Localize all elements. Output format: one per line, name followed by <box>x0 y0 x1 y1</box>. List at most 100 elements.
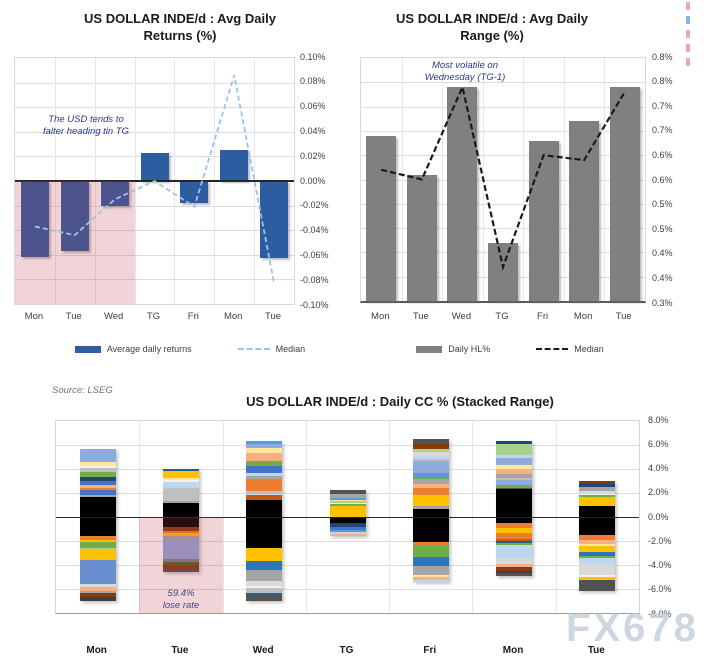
stack-segment <box>579 497 616 507</box>
bar-swatch-icon <box>74 345 101 353</box>
stack-segment <box>412 455 449 459</box>
returns-annotation-line2: falter heading tin TG <box>42 126 130 137</box>
stack-segment <box>246 460 283 466</box>
range-y-tick-label: 0.5% <box>652 199 673 210</box>
dashed-line-swatch-icon <box>237 348 270 350</box>
stack-segment <box>162 565 199 569</box>
stack-segment <box>246 453 283 461</box>
returns-plot-area <box>14 57 295 305</box>
returns-y-tick-label: 0.00% <box>300 175 326 186</box>
stack-segment <box>579 517 616 535</box>
gridline-h <box>361 130 645 132</box>
stack-segment <box>412 473 449 478</box>
returns-x-tick-label: Fri <box>187 311 199 322</box>
stack-segment <box>79 590 116 593</box>
stack-segment <box>162 480 199 483</box>
range-y-tick-label: 0.7% <box>652 125 673 136</box>
stacked-y-tick-label: 8.0% <box>648 414 669 425</box>
stack-segment <box>162 487 199 501</box>
stacked-y-tick-label: 6.0% <box>648 438 669 449</box>
range-annotation-line2: Wednesday (TG-1) <box>424 72 506 83</box>
edge-artifact-mark <box>686 16 690 24</box>
zero-axis-line <box>56 516 639 518</box>
stack-segment <box>246 441 283 445</box>
stack-segment <box>246 548 283 562</box>
stack-segment <box>579 506 616 517</box>
stack-segment <box>579 484 616 487</box>
stack-segment <box>329 517 366 523</box>
stacked-x-tick-label: Tue <box>171 645 189 656</box>
daily-hl-bar <box>569 121 600 301</box>
stack-segment <box>329 532 366 534</box>
stack-segment <box>329 526 366 530</box>
stack-segment <box>246 465 283 473</box>
stack-segment <box>412 506 449 509</box>
stack-segment <box>162 538 199 559</box>
stack-segment <box>412 439 449 445</box>
stack-segment <box>579 539 616 544</box>
stack-segment <box>79 596 116 601</box>
stack-segment <box>329 503 366 505</box>
stacked-bar <box>246 441 283 601</box>
stack-segment <box>79 448 116 463</box>
stack-segment <box>162 568 199 573</box>
range-y-tick-label: 0.4% <box>652 248 673 259</box>
legend-label: Median <box>574 344 604 354</box>
stack-segment <box>412 444 449 449</box>
stack-segment <box>79 462 116 466</box>
stacked-x-tick-label: TG <box>339 645 354 656</box>
stack-segment <box>79 549 116 561</box>
stack-segment <box>496 480 533 486</box>
stack-segment <box>162 500 199 503</box>
returns-x-tick-label: Mon <box>24 311 44 322</box>
gridline-h <box>361 228 645 230</box>
stack-segment <box>162 530 199 534</box>
stack-segment <box>246 499 283 517</box>
stack-segment <box>496 543 533 546</box>
stack-segment <box>496 516 533 523</box>
stack-segment <box>412 577 449 580</box>
stack-segment <box>579 577 616 580</box>
stacked-y-tick-label: -8.0% <box>648 608 672 619</box>
bar-swatch-icon <box>416 345 443 353</box>
stack-segment <box>329 494 366 498</box>
stacked-y-tick-label: 4.0% <box>648 463 669 473</box>
stack-segment <box>246 587 283 594</box>
dashed-line-swatch-icon <box>536 348 569 350</box>
stack-segment <box>412 458 449 462</box>
stack-segment <box>579 487 616 492</box>
stacked-x-tick-label: Fri <box>423 645 437 656</box>
stacked-plot-area <box>55 420 640 614</box>
stack-segment <box>246 516 283 549</box>
stack-segment <box>79 516 116 537</box>
stack-segment <box>412 566 449 576</box>
gridline-v <box>401 58 403 301</box>
stack-segment <box>162 482 199 488</box>
stack-segment <box>329 501 366 504</box>
gridline-h <box>15 82 294 84</box>
stack-segment <box>79 548 116 550</box>
stacked-y-tick-label: 0.0% <box>648 511 669 522</box>
range-annotation: Most volatile on Wednesday (TG-1) <box>394 60 536 84</box>
stack-segment <box>496 485 533 488</box>
stacked-bar <box>579 481 616 592</box>
stack-segment <box>79 495 116 498</box>
stack-segment <box>496 532 533 539</box>
daily-hl-bar <box>528 140 559 301</box>
returns-y-tick-label: -0.04% <box>300 225 329 236</box>
stack-segment <box>496 454 533 459</box>
returns-annotation: The USD tends to falter heading tin TG <box>15 114 157 138</box>
stack-segment <box>246 561 283 570</box>
stack-segment <box>496 540 533 544</box>
range-y-tick-label: 0.4% <box>652 272 673 283</box>
legend-label: Median <box>275 344 306 354</box>
returns-y-tick-label: -0.02% <box>300 200 329 211</box>
stack-segment <box>246 478 283 491</box>
stacked-bar <box>79 448 116 601</box>
gridline-h <box>15 107 294 109</box>
average-daily-returns-bar <box>140 152 169 181</box>
range-x-tick-label: TG <box>495 311 509 322</box>
daily-hl-bar <box>609 87 640 301</box>
stack-segment <box>496 444 533 455</box>
gridline-h <box>56 469 639 470</box>
